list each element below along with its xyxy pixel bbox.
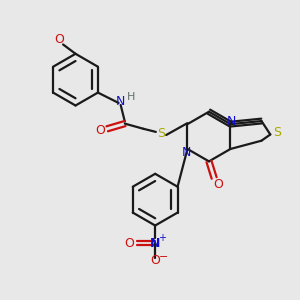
- Text: N: N: [116, 95, 125, 108]
- Text: N: N: [182, 146, 191, 159]
- Text: S: S: [274, 126, 281, 139]
- Text: N: N: [227, 115, 236, 128]
- Text: O: O: [54, 33, 64, 46]
- Text: +: +: [158, 233, 166, 243]
- Text: −: −: [159, 252, 168, 262]
- Text: S: S: [157, 128, 165, 140]
- Text: O: O: [124, 237, 134, 250]
- Text: O: O: [95, 124, 105, 137]
- Text: O: O: [150, 254, 160, 267]
- Text: N: N: [150, 237, 160, 250]
- Text: H: H: [127, 92, 135, 102]
- Text: O: O: [213, 178, 223, 190]
